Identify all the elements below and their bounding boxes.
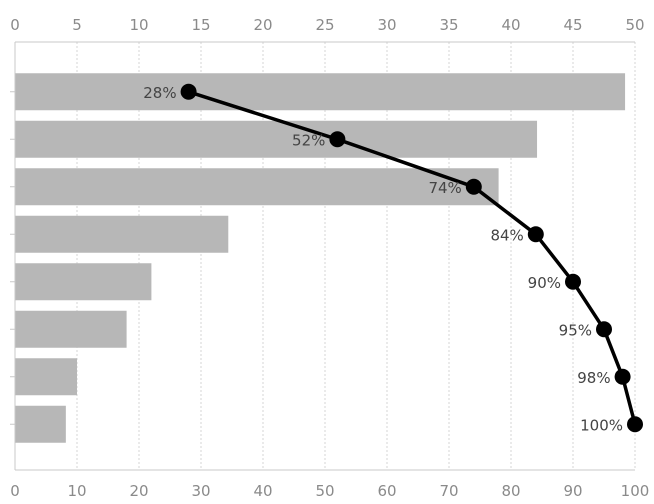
- bottom-tick-label: 0: [10, 482, 20, 500]
- data-label: 84%: [490, 226, 523, 244]
- data-label: 95%: [559, 321, 592, 339]
- data-label: 28%: [143, 84, 176, 102]
- bottom-axis-ticks: 0 10 20 30 40 50 60 70 80 90 100: [10, 482, 649, 500]
- bar: [15, 358, 77, 396]
- data-label: 52%: [292, 131, 325, 149]
- bar: [15, 73, 626, 111]
- top-tick-label: 20: [253, 16, 272, 34]
- bottom-tick-label: 20: [129, 482, 148, 500]
- cumulative-point: [180, 83, 197, 100]
- bottom-tick-label: 90: [563, 482, 582, 500]
- top-tick-label: 40: [501, 16, 520, 34]
- bar: [15, 120, 538, 158]
- cumulative-line-path: [188, 90, 637, 425]
- data-label: 98%: [577, 369, 610, 387]
- bars: [15, 73, 626, 443]
- data-labels: 28% 52% 74% 84% 90% 95% 98% 100%: [143, 84, 623, 435]
- top-tick-label: 45: [563, 16, 582, 34]
- top-tick-label: 0: [10, 16, 20, 34]
- bar: [15, 215, 229, 253]
- bottom-tick-label: 80: [501, 482, 520, 500]
- cumulative-point: [527, 226, 544, 243]
- bottom-tick-label: 30: [191, 482, 210, 500]
- cumulative-point: [614, 368, 631, 385]
- bottom-tick-label: 100: [621, 482, 650, 500]
- cumulative-point: [596, 321, 612, 338]
- data-label: 90%: [528, 274, 561, 292]
- top-tick-label: 5: [72, 16, 82, 34]
- bottom-tick-label: 50: [315, 482, 334, 500]
- bar: [15, 405, 66, 443]
- bar: [15, 310, 127, 348]
- bar: [15, 263, 152, 301]
- bottom-tick-label: 60: [377, 482, 396, 500]
- bottom-tick-label: 10: [67, 482, 86, 500]
- bar: [15, 168, 499, 206]
- top-axis-ticks: 0 5 10 15 20 25 30 35 40 45 50: [10, 16, 644, 34]
- data-label: 100%: [580, 416, 623, 434]
- cumulative-point: [465, 178, 482, 195]
- top-tick-label: 35: [439, 16, 458, 34]
- top-tick-label: 50: [625, 16, 644, 34]
- top-tick-label: 10: [129, 16, 148, 34]
- cumulative-point: [627, 416, 643, 433]
- cumulative-point: [329, 131, 346, 148]
- cumulative-line: [180, 83, 643, 433]
- data-label: 74%: [428, 179, 461, 197]
- top-tick-label: 25: [315, 16, 334, 34]
- top-tick-label: 15: [191, 16, 210, 34]
- cumulative-point: [565, 273, 581, 290]
- axes: [10, 41, 635, 471]
- bottom-tick-label: 40: [253, 482, 272, 500]
- bottom-tick-label: 70: [439, 482, 458, 500]
- top-tick-label: 30: [377, 16, 396, 34]
